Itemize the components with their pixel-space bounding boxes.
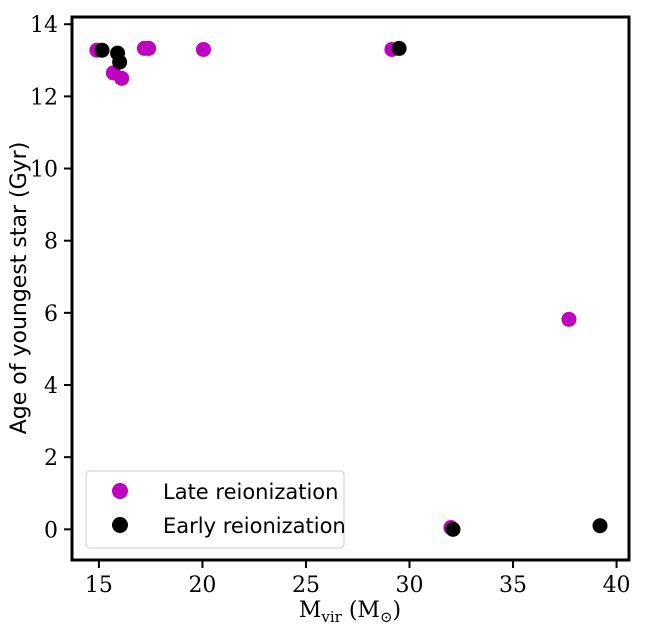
x-axis-label: Mvir (M⊙): [299, 598, 401, 626]
data-point-early: [445, 521, 461, 537]
y-tick-label: 8: [44, 230, 58, 255]
x-tick-label: 15: [85, 573, 113, 598]
data-point-early: [592, 518, 608, 534]
data-point-late: [114, 70, 130, 86]
data-point-early: [391, 40, 407, 56]
legend-label-late: Late reionization: [163, 480, 338, 504]
x-tick-label: 30: [396, 573, 424, 598]
y-tick-label: 6: [44, 302, 58, 327]
y-tick-label: 2: [44, 446, 58, 471]
x-tick-label: 40: [603, 573, 631, 598]
y-tick-label: 4: [44, 374, 58, 399]
data-point-early: [94, 42, 110, 58]
legend-frame: [85, 470, 345, 549]
data-point-late: [141, 40, 157, 56]
x-axis-ticks: 15 20 25 30 35 40: [85, 560, 631, 598]
y-tick-label: 14: [30, 13, 58, 38]
legend-marker-late: [112, 483, 128, 499]
y-axis-label: Age of youngest star (Gyr): [7, 142, 32, 435]
x-tick-label: 35: [499, 573, 527, 598]
data-point-late: [195, 41, 211, 57]
x-tick-label: 25: [292, 573, 320, 598]
axes-frame: [70, 15, 631, 562]
y-axis-ticks: 0 2 4 6 8 10 12 14: [30, 13, 72, 543]
plot-points: [89, 40, 608, 537]
y-tick-label: 12: [30, 85, 58, 110]
x-tick-label: 20: [188, 573, 216, 598]
y-tick-label: 0: [44, 518, 58, 543]
legend-label-early: Early reionization: [163, 514, 346, 538]
y-tick-label: 10: [30, 158, 58, 183]
data-point-late: [561, 311, 577, 327]
data-point-early: [112, 54, 128, 70]
legend-marker-early: [112, 517, 128, 533]
legend: Late reionization Early reionization: [85, 470, 346, 549]
